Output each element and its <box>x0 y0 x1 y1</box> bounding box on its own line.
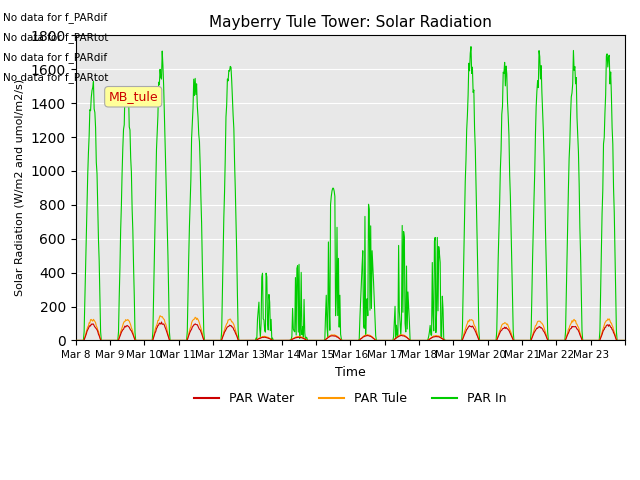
Text: No data for f_PARtot: No data for f_PARtot <box>3 72 109 84</box>
Text: No data for f_PARdif: No data for f_PARdif <box>3 52 108 63</box>
Title: Mayberry Tule Tower: Solar Radiation: Mayberry Tule Tower: Solar Radiation <box>209 15 492 30</box>
X-axis label: Time: Time <box>335 366 365 379</box>
Y-axis label: Solar Radiation (W/m2 and umol/m2/s): Solar Radiation (W/m2 and umol/m2/s) <box>15 79 25 297</box>
Text: No data for f_PARdif: No data for f_PARdif <box>3 12 108 23</box>
Text: MB_tule: MB_tule <box>108 90 158 103</box>
Text: No data for f_PARtot: No data for f_PARtot <box>3 32 109 43</box>
Legend: PAR Water, PAR Tule, PAR In: PAR Water, PAR Tule, PAR In <box>189 387 511 410</box>
